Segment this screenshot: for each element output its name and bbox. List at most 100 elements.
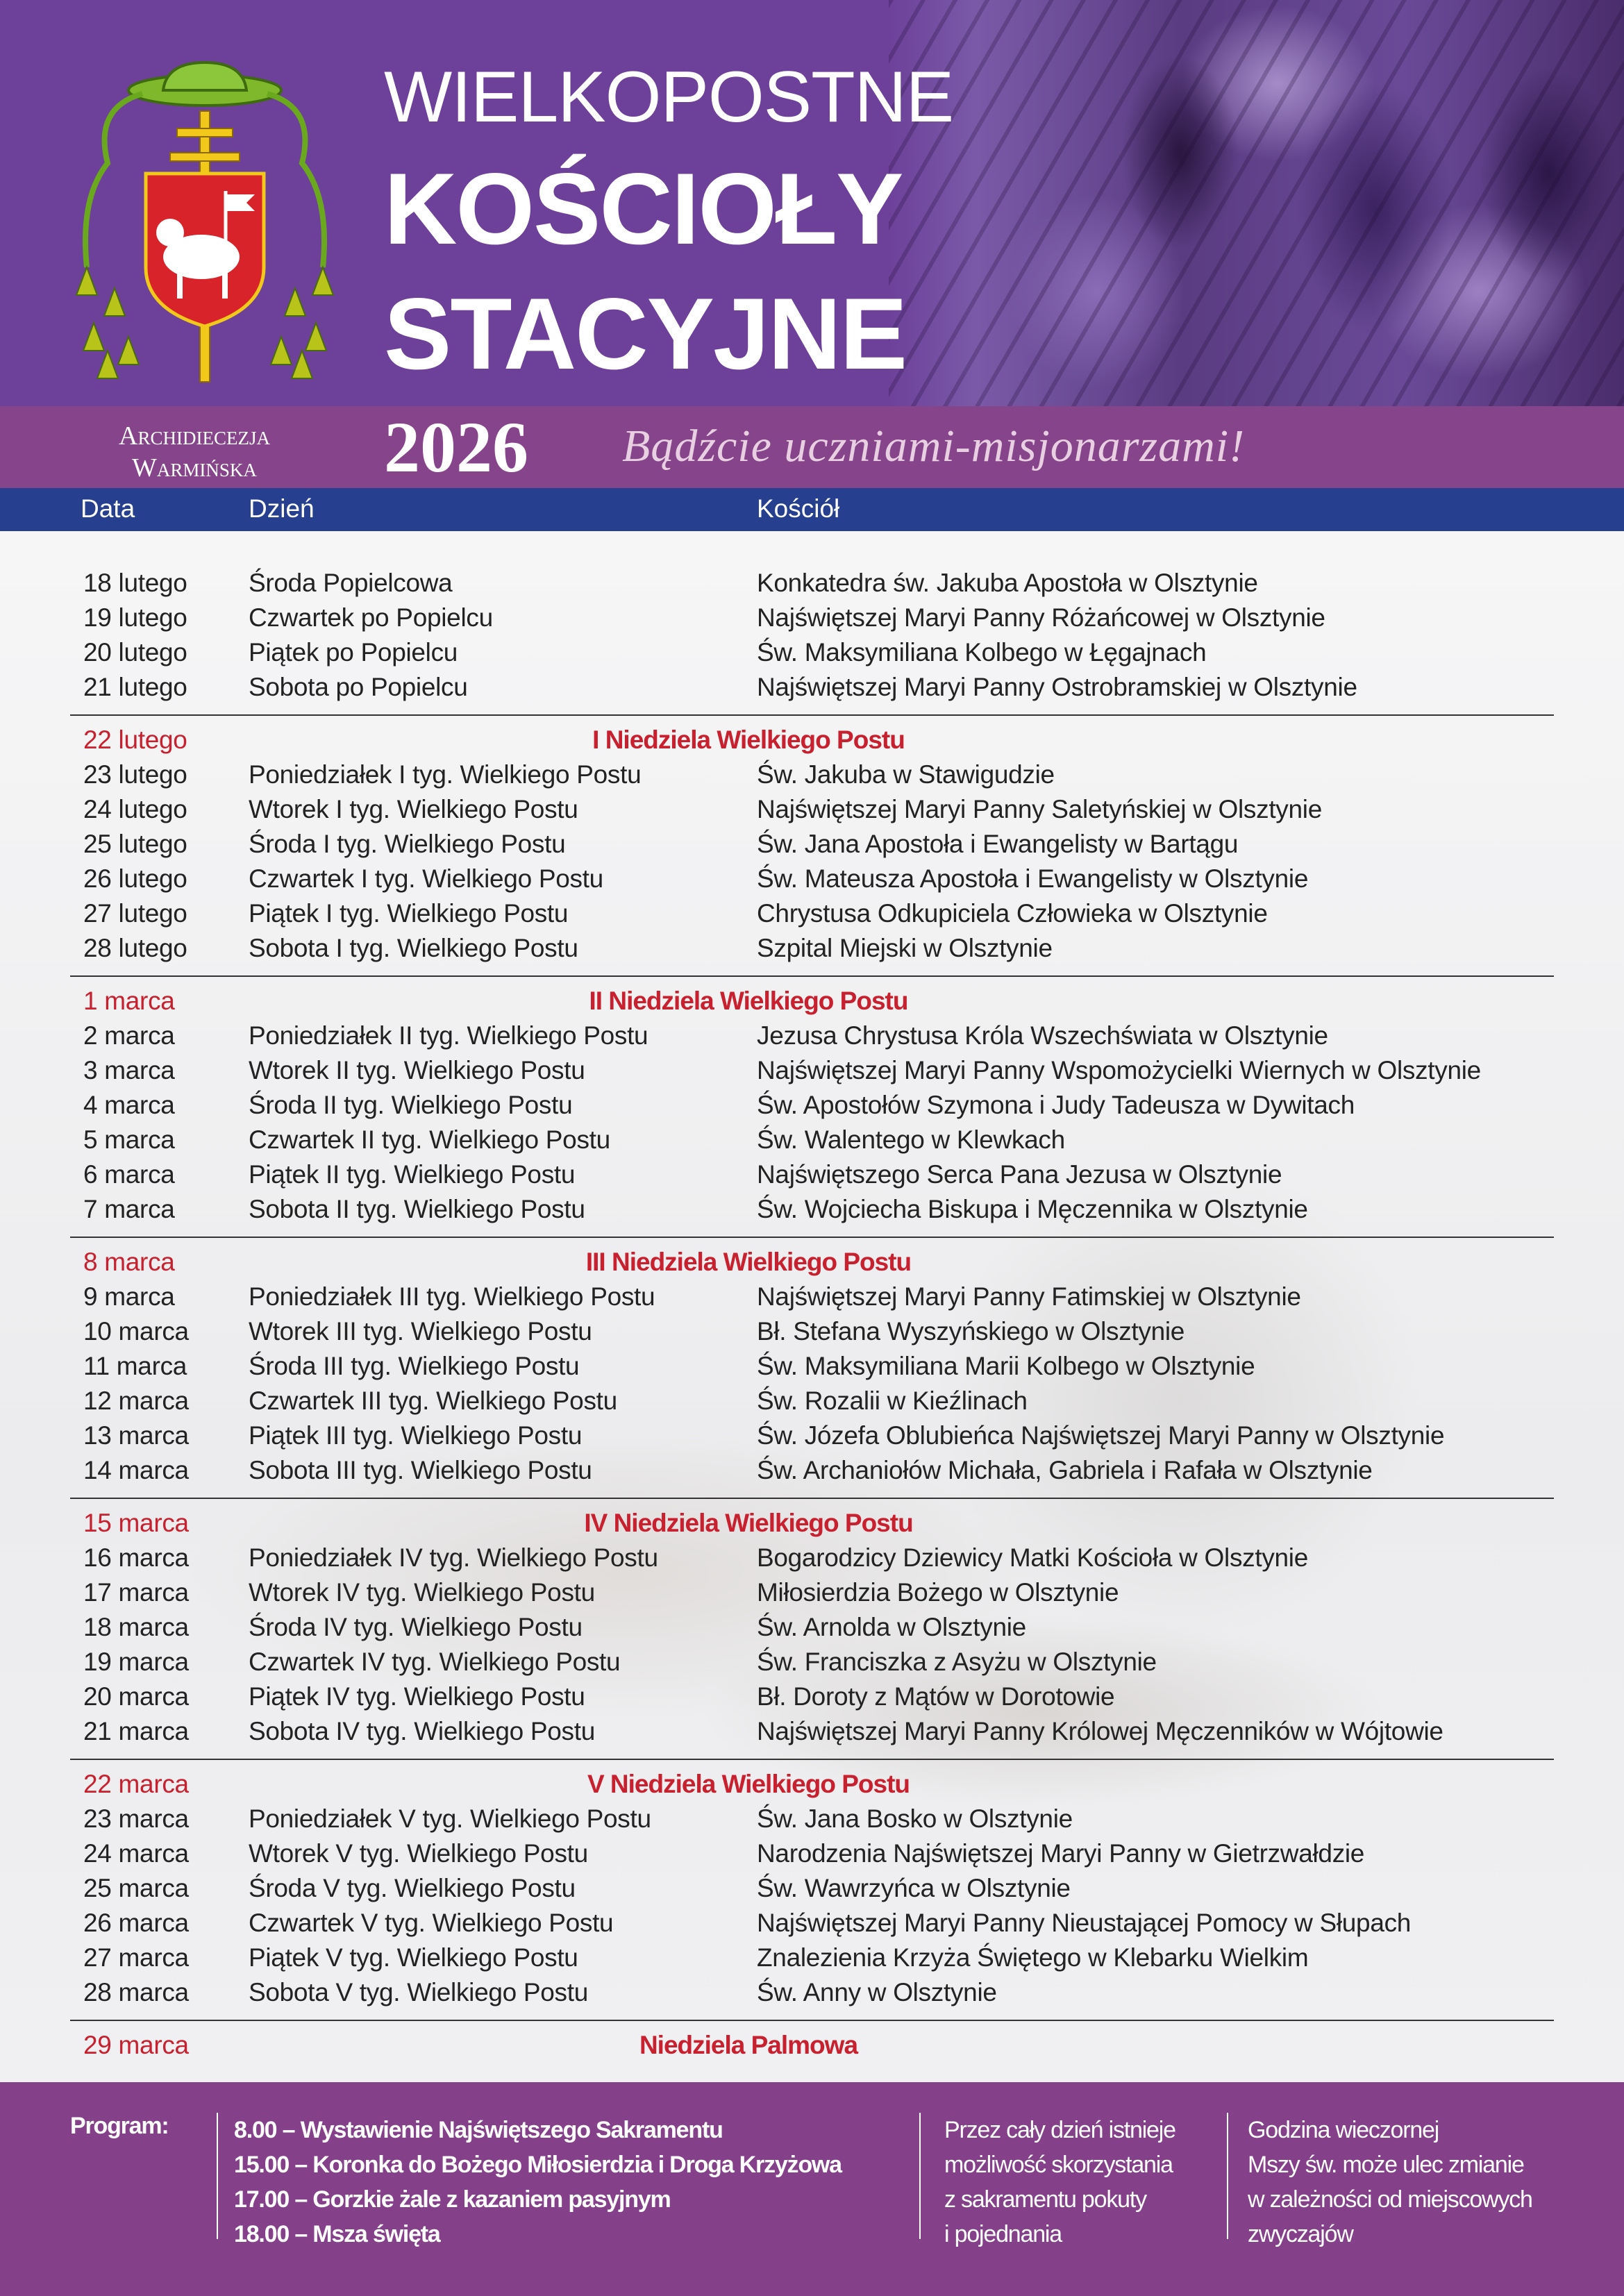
day-cell: Poniedziałek V tyg. Wielkiego Postu: [249, 1804, 651, 1833]
date-cell: 12 marca: [83, 1386, 189, 1415]
date-cell: 18 marca: [83, 1613, 189, 1641]
church-cell: Św. Mateusza Apostoła i Ewangelisty w Ol…: [757, 864, 1309, 893]
date-cell: 20 marca: [83, 1682, 189, 1711]
schedule-row: 17 marca Wtorek IV tyg. Wielkiego Postu Mi…: [0, 1575, 1624, 1609]
year: 2026: [384, 408, 528, 487]
church-cell: Św. Jana Apostoła i Ewangelisty w Bartąg…: [757, 830, 1239, 858]
day-cell: Piątek IV tyg. Wielkiego Postu: [249, 1682, 585, 1711]
sunday-row: 29 marca Niedziela Palmowa: [0, 2027, 1624, 2062]
sunday-label: I Niedziela Wielkiego Postu: [592, 726, 905, 754]
church-cell: Bł. Doroty z Mątów w Dorotowie: [757, 1682, 1115, 1711]
note-line: Godzina wieczornej: [1248, 2117, 1439, 2143]
date-cell: 25 lutego: [83, 830, 187, 858]
date-cell: 21 marca: [83, 1717, 189, 1745]
section-divider: [70, 714, 1554, 716]
program-label: Program:: [70, 2113, 169, 2139]
divider: [919, 2113, 921, 2239]
schedule-row: 5 marca Czwartek II tyg. Wielkiego Postu Ś…: [0, 1122, 1624, 1157]
note-line: w zależności od miejscowych: [1248, 2186, 1533, 2213]
date-cell: 19 marca: [83, 1648, 189, 1676]
schedule-row: 19 marca Czwartek IV tyg. Wielkiego Postu…: [0, 1644, 1624, 1679]
sunday-row: 8 marca III Niedziela Wielkiego Postu: [0, 1244, 1624, 1279]
cross-background-image: [0, 531, 1624, 2082]
column-header-church: Kościół: [757, 494, 840, 523]
date-cell: 26 lutego: [83, 864, 187, 893]
date-cell: 14 marca: [83, 1456, 189, 1484]
sunday-row: 22 lutego I Niedziela Wielkiego Postu: [0, 722, 1624, 757]
date-cell: 24 marca: [83, 1839, 189, 1868]
sunday-label: Niedziela Palmowa: [639, 2031, 858, 2059]
schedule-row: 18 marca Środa IV tyg. Wielkiego Postu Św.…: [0, 1609, 1624, 1644]
schedule-row: 23 marca Poniedziałek V tyg. Wielkiego Po…: [0, 1801, 1624, 1836]
schedule-row: 28 lutego Sobota I tyg. Wielkiego Postu Sz…: [0, 930, 1624, 965]
footer-program: Program: 8.00 – Wystawienie Najświętszeg…: [0, 2082, 1624, 2296]
header-banner: WIELKOPOSTNE KOŚCIOŁY STACYJNE: [0, 0, 1624, 406]
time-note: Godzina wieczornej Mszy św. może ulec zm…: [1248, 2113, 1533, 2252]
date-cell: 7 marca: [83, 1195, 175, 1223]
day-cell: Środa III tyg. Wielkiego Postu: [249, 1352, 580, 1380]
church-cell: Najświętszej Maryi Panny Saletyńskiej w …: [757, 795, 1322, 823]
schedule-row: 6 marca Piątek II tyg. Wielkiego Postu Naj…: [0, 1157, 1624, 1191]
section-divider: [70, 2020, 1554, 2021]
note-line: i pojednania: [944, 2221, 1062, 2247]
sunday-date: 15 marca: [83, 1509, 189, 1537]
date-cell: 17 marca: [83, 1578, 189, 1607]
column-header-day: Dzień: [249, 494, 315, 523]
date-cell: 21 lutego: [83, 673, 187, 701]
schedule-row: 11 marca Środa III tyg. Wielkiego Postu Św…: [0, 1348, 1624, 1383]
church-cell: Św. Arnolda w Olsztynie: [757, 1613, 1026, 1641]
day-cell: Środa V tyg. Wielkiego Postu: [249, 1874, 576, 1902]
church-cell: Najświętszej Maryi Panny Nieustającej Po…: [757, 1909, 1412, 1937]
schedule-row: 24 marca Wtorek V tyg. Wielkiego Postu Nar…: [0, 1836, 1624, 1870]
date-cell: 19 lutego: [83, 603, 187, 632]
date-cell: 13 marca: [83, 1421, 189, 1450]
date-cell: 27 lutego: [83, 899, 187, 928]
schedule-row: 4 marca Środa II tyg. Wielkiego Postu Św. …: [0, 1087, 1624, 1122]
title-line-2: KOŚCIOŁY: [384, 152, 904, 265]
day-cell: Sobota V tyg. Wielkiego Postu: [249, 1978, 589, 2006]
schedule-row: 21 lutego Sobota po Popielcu Najświętszej …: [0, 669, 1624, 704]
day-cell: Sobota II tyg. Wielkiego Postu: [249, 1195, 585, 1223]
day-cell: Poniedziałek IV tyg. Wielkiego Postu: [249, 1543, 658, 1572]
column-header-date: Data: [81, 494, 135, 523]
church-cell: Znalezienia Krzyża Świętego w Klebarku W…: [757, 1943, 1309, 1972]
schedule-row: 19 lutego Czwartek po Popielcu Najświętsze…: [0, 600, 1624, 635]
church-cell: Św. Archaniołów Michała, Gabriela i Rafa…: [757, 1456, 1373, 1484]
church-cell: Św. Apostołów Szymona i Judy Tadeusza w …: [757, 1091, 1355, 1119]
date-cell: 24 lutego: [83, 795, 187, 823]
church-cell: Narodzenia Najświętszej Maryi Panny w Gi…: [757, 1839, 1365, 1868]
church-cell: Św. Walentego w Klewkach: [757, 1125, 1065, 1154]
church-cell: Św. Jakuba w Stawigudzie: [757, 760, 1055, 789]
coat-of-arms-icon: [75, 60, 335, 383]
schedule-row: 20 marca Piątek IV tyg. Wielkiego Postu Bł…: [0, 1679, 1624, 1713]
day-cell: Piątek po Popielcu: [249, 638, 458, 667]
date-cell: 10 marca: [83, 1317, 189, 1346]
church-cell: Św. Wawrzyńca w Olsztynie: [757, 1874, 1071, 1902]
sunday-label: IV Niedziela Wielkiego Postu: [584, 1509, 913, 1537]
church-cell: Miłosierdzia Bożego w Olsztynie: [757, 1578, 1119, 1607]
relief-sculpture-image: [889, 0, 1624, 406]
schedule-row: 12 marca Czwartek III tyg. Wielkiego Post…: [0, 1383, 1624, 1418]
schedule-row: 25 lutego Środa I tyg. Wielkiego Postu Św.…: [0, 826, 1624, 861]
schedule-row: 20 lutego Piątek po Popielcu Św. Maksymili…: [0, 635, 1624, 669]
program-item: 15.00 – Koronka do Bożego Miłosierdzia i…: [234, 2152, 842, 2178]
schedule-row: 14 marca Sobota III tyg. Wielkiego Postu Ś…: [0, 1452, 1624, 1487]
archdiocese-line-2: Warmińska: [132, 453, 257, 483]
date-cell: 4 marca: [83, 1091, 175, 1119]
day-cell: Piątek V tyg. Wielkiego Postu: [249, 1943, 578, 1972]
schedule-row: 23 lutego Poniedziałek I tyg. Wielkiego P…: [0, 757, 1624, 791]
note-line: zwyczajów: [1248, 2221, 1354, 2247]
date-cell: 18 lutego: [83, 569, 187, 597]
schedule-row: 2 marca Poniedziałek II tyg. Wielkiego Po…: [0, 1018, 1624, 1053]
date-cell: 6 marca: [83, 1160, 175, 1189]
date-cell: 27 marca: [83, 1943, 189, 1972]
date-cell: 5 marca: [83, 1125, 175, 1154]
day-cell: Środa II tyg. Wielkiego Postu: [249, 1091, 573, 1119]
date-cell: 3 marca: [83, 1056, 175, 1084]
program-item: 17.00 – Gorzkie żale z kazaniem pasyjnym: [234, 2186, 671, 2213]
sunday-date: 29 marca: [83, 2031, 189, 2059]
sunday-date: 22 lutego: [83, 726, 187, 754]
program-items: 8.00 – Wystawienie Najświętszego Sakrame…: [234, 2113, 842, 2252]
church-cell: Konkatedra św. Jakuba Apostoła w Olsztyn…: [757, 569, 1258, 597]
archdiocese-name: Archidiecezja Warmińska: [69, 420, 319, 484]
